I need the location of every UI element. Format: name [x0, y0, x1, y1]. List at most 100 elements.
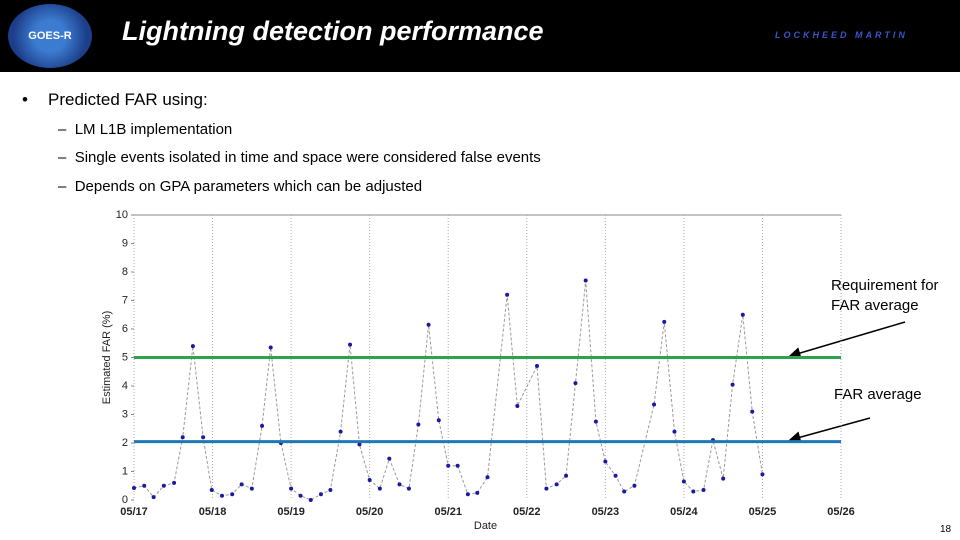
- y-tick-label: 7: [122, 294, 128, 306]
- data-point: [672, 429, 677, 434]
- annotation: FAR average: [834, 386, 922, 403]
- data-point: [416, 422, 421, 427]
- data-point: [573, 381, 578, 386]
- sub-bullet: – Depends on GPA parameters which can be…: [58, 178, 423, 195]
- y-tick-label: 3: [122, 408, 128, 420]
- data-point: [338, 429, 343, 434]
- data-point: [308, 498, 313, 502]
- arrow: [788, 417, 871, 444]
- y-axis-label: Estimated FAR (%): [101, 311, 113, 405]
- data-point: [740, 312, 745, 317]
- y-tick-label: 2: [122, 437, 128, 449]
- data-point: [652, 402, 657, 407]
- data-point: [209, 488, 214, 493]
- data-point: [721, 476, 726, 481]
- data-point: [180, 435, 185, 440]
- data-point: [328, 488, 333, 493]
- x-tick-label: 05/26: [827, 506, 855, 518]
- bullet-text: Predicted FAR using:: [48, 90, 208, 109]
- sub-bullet: – Single events isolated in time and spa…: [58, 149, 541, 166]
- data-point: [367, 478, 372, 483]
- sub-bullet-text: LM L1B implementation: [74, 121, 233, 138]
- data-point: [613, 473, 618, 478]
- data-point: [603, 459, 608, 464]
- data-point: [397, 482, 402, 487]
- x-tick-label: 05/20: [356, 506, 384, 518]
- data-point: [632, 483, 637, 488]
- data-point: [387, 456, 392, 461]
- y-tick-label: 6: [122, 323, 128, 335]
- data-point: [289, 486, 294, 491]
- data-point: [406, 486, 411, 491]
- data-point: [151, 495, 156, 500]
- data-point: [142, 483, 147, 488]
- x-tick-label: 05/23: [592, 506, 620, 518]
- x-tick-label: 05/21: [434, 506, 462, 518]
- arrow: [788, 321, 906, 359]
- data-point: [298, 493, 303, 498]
- header-bar: GOES-R Lightning detection performance L…: [0, 0, 960, 72]
- bullet: • Predicted FAR using:: [22, 90, 208, 109]
- data-line: [133, 280, 763, 501]
- data-point: [593, 419, 598, 424]
- data-point: [249, 486, 254, 491]
- y-tick-label: 5: [122, 351, 128, 363]
- data-point: [544, 486, 549, 491]
- logo-right: LOCKHEED MARTIN: [775, 30, 908, 40]
- sub-bullet: – LM L1B implementation: [58, 121, 233, 138]
- annotation: Requirement for FAR average: [831, 277, 939, 314]
- slide-title: Lightning detection performance: [122, 16, 544, 46]
- data-point: [485, 475, 490, 480]
- y-tick-label: 0: [122, 494, 128, 506]
- data-point: [219, 493, 224, 498]
- y-tick-label: 8: [122, 266, 128, 278]
- data-point: [465, 492, 470, 497]
- x-tick-label: 05/18: [199, 506, 227, 518]
- sub-bullet-text: Single events isolated in time and space…: [74, 149, 541, 166]
- data-point: [475, 490, 480, 495]
- data-point: [455, 463, 460, 468]
- data-point: [691, 489, 696, 494]
- data-point: [554, 482, 559, 487]
- x-tick-label: 05/25: [749, 506, 777, 518]
- data-point: [750, 409, 755, 414]
- data-point: [161, 483, 166, 488]
- data-point: [132, 486, 136, 491]
- data-point: [230, 492, 235, 497]
- data-point: [760, 472, 765, 477]
- data-point: [505, 292, 510, 297]
- data-point: [239, 482, 244, 487]
- data-point: [348, 342, 353, 347]
- data-point: [583, 278, 588, 283]
- data-point: [172, 480, 177, 485]
- data-point: [515, 403, 520, 408]
- data-point: [318, 492, 323, 497]
- data-point: [681, 479, 686, 484]
- data-point: [268, 345, 273, 350]
- data-point: [701, 488, 706, 493]
- data-point: [201, 435, 206, 440]
- x-tick-label: 05/22: [513, 506, 541, 518]
- y-tick-label: 4: [122, 380, 128, 392]
- data-point: [426, 322, 431, 327]
- y-tick-label: 10: [116, 209, 128, 221]
- sub-bullet-text: Depends on GPA parameters which can be a…: [74, 178, 423, 195]
- y-tick-label: 9: [122, 237, 128, 249]
- data-point: [534, 364, 539, 369]
- data-point: [436, 418, 441, 423]
- data-point: [377, 486, 382, 491]
- y-tick-label: 1: [122, 465, 128, 477]
- data-point: [357, 442, 362, 447]
- logo-left: GOES-R: [8, 4, 92, 68]
- x-tick-label: 05/24: [670, 506, 698, 518]
- x-axis-label: Date: [474, 520, 497, 532]
- data-point: [446, 463, 451, 468]
- data-point: [190, 344, 195, 349]
- data-point: [260, 423, 265, 428]
- data-point: [730, 382, 735, 387]
- data-point: [662, 319, 667, 324]
- x-tick-label: 05/19: [277, 506, 305, 518]
- x-tick-label: 05/17: [120, 506, 148, 518]
